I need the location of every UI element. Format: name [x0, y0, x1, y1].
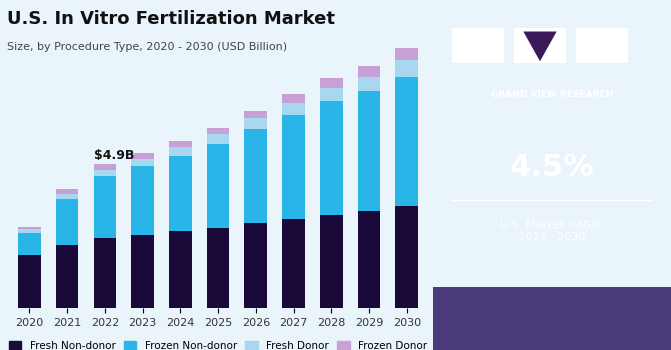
- Text: 4.5%: 4.5%: [509, 154, 595, 182]
- Bar: [395, 48, 418, 60]
- Bar: [93, 238, 116, 308]
- Bar: [282, 94, 305, 103]
- Bar: [132, 166, 154, 235]
- Bar: [358, 77, 380, 91]
- Text: GRAND VIEW RESEARCH: GRAND VIEW RESEARCH: [491, 90, 613, 99]
- Bar: [169, 147, 192, 156]
- Bar: [56, 189, 79, 194]
- FancyBboxPatch shape: [452, 28, 505, 63]
- Bar: [207, 144, 229, 228]
- Bar: [169, 156, 192, 231]
- FancyBboxPatch shape: [514, 28, 566, 63]
- FancyBboxPatch shape: [576, 28, 628, 63]
- Text: U.S. In Vitro Fertilization Market: U.S. In Vitro Fertilization Market: [7, 10, 335, 28]
- Bar: [207, 134, 229, 144]
- Bar: [93, 176, 116, 238]
- Bar: [56, 245, 79, 308]
- Bar: [244, 118, 267, 129]
- Bar: [207, 228, 229, 308]
- Legend: Fresh Non-donor, Frozen Non-donor, Fresh Donor, Frozen Donor: Fresh Non-donor, Frozen Non-donor, Fresh…: [5, 337, 431, 350]
- Bar: [207, 127, 229, 134]
- Bar: [93, 164, 116, 170]
- Bar: [320, 100, 343, 215]
- Bar: [395, 206, 418, 308]
- Bar: [282, 219, 305, 308]
- Bar: [320, 78, 343, 88]
- Bar: [358, 211, 380, 308]
- Bar: [18, 227, 41, 229]
- Bar: [358, 66, 380, 77]
- Bar: [18, 233, 41, 255]
- Text: Size, by Procedure Type, 2020 - 2030 (USD Billion): Size, by Procedure Type, 2020 - 2030 (US…: [7, 42, 287, 52]
- FancyBboxPatch shape: [433, 287, 671, 350]
- Bar: [282, 115, 305, 219]
- Bar: [132, 234, 154, 308]
- Bar: [358, 91, 380, 211]
- Text: $4.9B: $4.9B: [93, 149, 134, 162]
- Bar: [169, 231, 192, 308]
- Bar: [132, 159, 154, 166]
- Bar: [395, 60, 418, 77]
- Bar: [395, 77, 418, 206]
- Bar: [18, 229, 41, 233]
- Bar: [282, 103, 305, 115]
- Text: U.S. Market CAGR,
2024 - 2030: U.S. Market CAGR, 2024 - 2030: [501, 220, 603, 242]
- Bar: [56, 194, 79, 199]
- Polygon shape: [523, 32, 557, 61]
- Bar: [320, 88, 343, 100]
- Bar: [18, 255, 41, 308]
- Bar: [132, 153, 154, 159]
- Bar: [320, 215, 343, 308]
- Bar: [56, 199, 79, 245]
- Text: Source:
www.grandviewresearch.com: Source: www.grandviewresearch.com: [452, 305, 584, 325]
- Bar: [244, 111, 267, 118]
- Bar: [244, 223, 267, 308]
- Bar: [169, 141, 192, 147]
- Bar: [93, 170, 116, 176]
- Bar: [244, 129, 267, 223]
